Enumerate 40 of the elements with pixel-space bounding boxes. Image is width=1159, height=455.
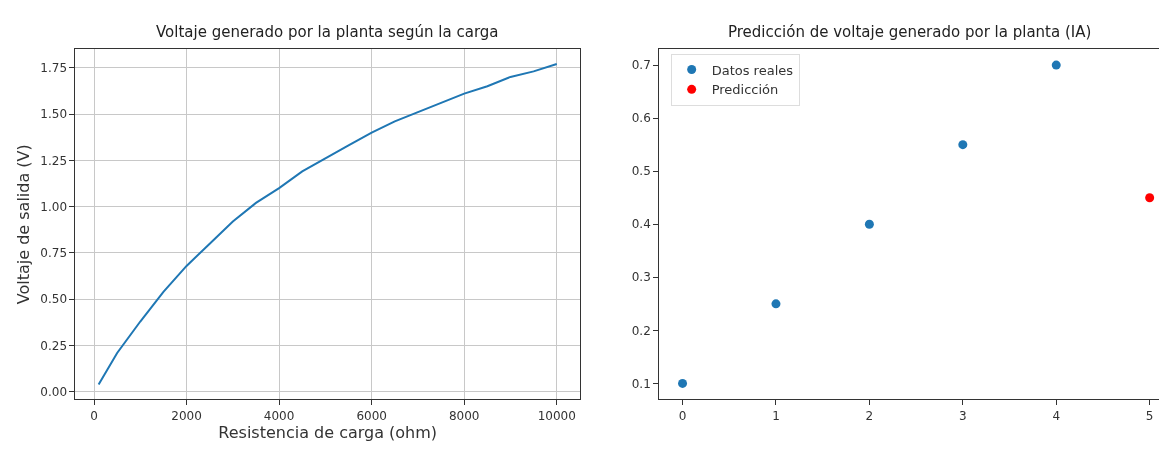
y-tick-label: 0.6: [631, 111, 651, 126]
chart-title: Predicción de voltaje generado por la planta (IA): [728, 23, 1092, 41]
y-tick-label: 0.00: [40, 385, 68, 400]
x-tick-label: 2000: [171, 408, 202, 423]
point: [771, 299, 781, 309]
point: [1051, 60, 1061, 70]
y-tick-label: 0.5: [631, 164, 651, 179]
y-tick-label: 1.50: [40, 107, 68, 122]
legend-label: Datos reales: [711, 62, 794, 78]
y-tick-label: 1.75: [40, 60, 68, 75]
y-tick-label: 0.75: [40, 246, 68, 261]
y-tick-label: 0.7: [631, 58, 651, 73]
point: [1145, 193, 1155, 203]
x-tick-label: 0: [90, 408, 98, 423]
x-tick-label: 3: [958, 408, 967, 423]
x-tick-label: 0: [678, 408, 687, 423]
y-tick-label: 0.25: [40, 338, 68, 353]
y-tick-label: 0.1: [631, 376, 651, 391]
y-tick-label: 0.2: [631, 323, 651, 338]
x-tick-label: 6000: [356, 408, 387, 423]
y-tick-label: 1.25: [40, 153, 68, 168]
x-tick-label: 5: [1145, 408, 1154, 423]
y-tick-label: 1.00: [40, 199, 68, 214]
legend-label: Predicción: [711, 82, 779, 98]
x-tick-label: 2: [865, 408, 874, 423]
point: [958, 140, 968, 150]
x-tick-label: 4000: [263, 408, 295, 423]
y-tick-label: 0.50: [40, 292, 68, 307]
x-tick-label: 8000: [448, 408, 480, 423]
line-series: [97, 62, 558, 386]
y-tick-label: 0.3: [631, 270, 651, 285]
x-tick-label: 1: [772, 408, 780, 423]
point: [678, 378, 688, 388]
x-axis-title: Resistencia de carga (ohm): [218, 422, 438, 442]
y-axis-title: Voltaje de salida (V): [14, 144, 34, 305]
y-tick-label: 0.4: [631, 217, 651, 232]
chart-title: Voltaje generado por la planta según la carga: [156, 23, 499, 41]
x-tick-label: 10000: [537, 408, 576, 423]
point: [864, 219, 874, 229]
x-tick-label: 4: [1052, 408, 1061, 423]
